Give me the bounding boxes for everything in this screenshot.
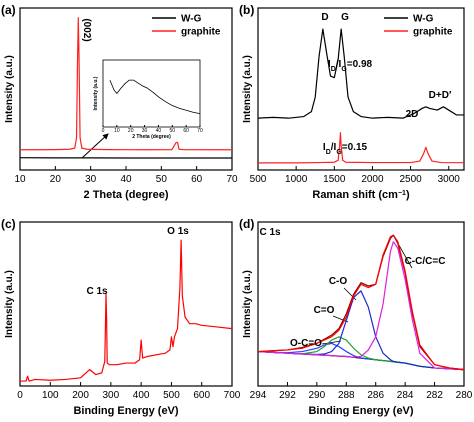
x-tick-label: 200 <box>72 390 89 401</box>
y-axis-label: Intensity (a.u.) <box>242 270 253 338</box>
x-tick-label: 10 <box>14 174 26 185</box>
panel-label: (b) <box>239 3 254 17</box>
data-line <box>20 239 233 382</box>
x-tick-label: 50 <box>156 174 168 185</box>
x-tick-label: 0 <box>17 390 23 401</box>
annotation-part: /I <box>336 59 342 70</box>
panel-label: (c) <box>1 217 16 231</box>
annotation: D <box>321 12 328 23</box>
x-axis-label: 2 Theta (degree) <box>84 189 169 201</box>
x-tick-label: 10 <box>114 128 120 134</box>
annotation: (002) <box>81 18 92 41</box>
x-tick-label: 0 <box>102 128 105 134</box>
inset-x-label: 2 Theta (degree) <box>132 134 171 140</box>
x-tick-label: 400 <box>133 390 150 401</box>
x-tick-label: 70 <box>226 174 238 185</box>
data-line <box>258 132 465 164</box>
data-line <box>109 79 201 114</box>
legend-label: graphite <box>181 27 221 38</box>
x-tick-label: 288 <box>338 390 355 401</box>
plot-frame <box>19 221 233 387</box>
x-tick-label: 30 <box>142 128 148 134</box>
x-tick-label: 600 <box>193 390 210 401</box>
x-tick-label: 60 <box>191 174 203 185</box>
inset-frame <box>102 59 201 128</box>
x-tick-label: 290 <box>309 390 326 401</box>
x-tick-label: 50 <box>170 128 176 134</box>
annotation: G <box>341 12 349 23</box>
annotation-part: /I <box>331 142 337 153</box>
x-tick-label: 300 <box>103 390 120 401</box>
annotation: O 1s <box>167 226 189 237</box>
x-tick-label: 1500 <box>323 174 346 185</box>
leader-line <box>321 340 342 345</box>
x-axis-label: Binding Energy (eV) <box>73 405 178 417</box>
x-tick-label: 40 <box>120 174 132 185</box>
annotation: D+D′ <box>429 90 452 101</box>
annotation-part: =0.15 <box>342 142 368 153</box>
annotation: C-O <box>329 276 348 287</box>
x-tick-label: 286 <box>367 390 384 401</box>
x-tick-label: 60 <box>183 128 189 134</box>
x-axis-label: Binding Energy (eV) <box>308 405 413 417</box>
annotation-part: D <box>331 66 336 73</box>
leader-lines <box>321 239 413 345</box>
annotation: C-C/C=C <box>405 256 446 267</box>
x-tick-label: 500 <box>163 390 180 401</box>
annotation: C=O <box>314 305 335 316</box>
plot-frame <box>257 221 465 387</box>
legend-label: W-G <box>413 14 434 25</box>
x-tick-label: 294 <box>250 390 267 401</box>
y-axis-label: Intensity (a.u.) <box>4 270 15 338</box>
annotation: ID/IG=0.15 <box>323 142 368 156</box>
x-tick-label: 700 <box>224 390 241 401</box>
annotation: C 1s <box>86 286 108 297</box>
annotation-part: I <box>323 142 326 153</box>
panel-label: (d) <box>239 217 254 231</box>
x-tick-label: 500 <box>250 174 267 185</box>
x-tick-label: 100 <box>42 390 59 401</box>
x-tick-label: 280 <box>456 390 473 401</box>
data-line <box>257 234 465 371</box>
annotation: 2D <box>406 109 419 120</box>
inset-arrow <box>81 133 109 159</box>
annotation-part: G <box>341 66 347 73</box>
legend-label: graphite <box>413 27 453 38</box>
x-tick-label: 70 <box>197 128 203 134</box>
x-tick-label: 3000 <box>438 174 461 185</box>
x-axis-label-part: ) <box>406 189 410 201</box>
annotation: ID/IG=0.98 <box>328 59 373 73</box>
x-tick-label: 40 <box>156 128 162 134</box>
annotation-part: =0.98 <box>347 59 373 70</box>
data-line <box>20 17 232 151</box>
x-tick-label: 282 <box>426 390 443 401</box>
data-line <box>257 28 464 119</box>
annotation-part: D <box>326 149 331 156</box>
x-tick-label: 1000 <box>285 174 308 185</box>
panel-label: (a) <box>1 3 16 17</box>
annotation: O-C=O <box>290 338 322 349</box>
annotation-part: I <box>328 59 331 70</box>
legend-label: W-G <box>181 14 202 25</box>
data-line <box>257 241 465 371</box>
x-axis-label-part: Raman shift (cm <box>312 189 398 201</box>
x-tick-label: 20 <box>128 128 134 134</box>
x-axis-label-part: −1 <box>398 190 406 197</box>
x-axis-label: Raman shift (cm−1) <box>312 189 410 201</box>
x-tick-label: 2500 <box>399 174 422 185</box>
plot-frame <box>257 7 465 171</box>
y-axis-label: Intensity (a.u.) <box>242 55 253 123</box>
inset-y-label: Intensity (a.u.) <box>93 76 99 110</box>
annotation-part: G <box>336 149 342 156</box>
x-tick-label: 20 <box>50 174 62 185</box>
x-tick-label: 30 <box>85 174 97 185</box>
x-tick-label: 292 <box>279 390 296 401</box>
x-tick-label: 284 <box>397 390 414 401</box>
annotation: C 1s <box>259 227 281 238</box>
x-tick-label: 2000 <box>361 174 384 185</box>
y-axis-label: Intensity (a.u.) <box>4 55 15 123</box>
